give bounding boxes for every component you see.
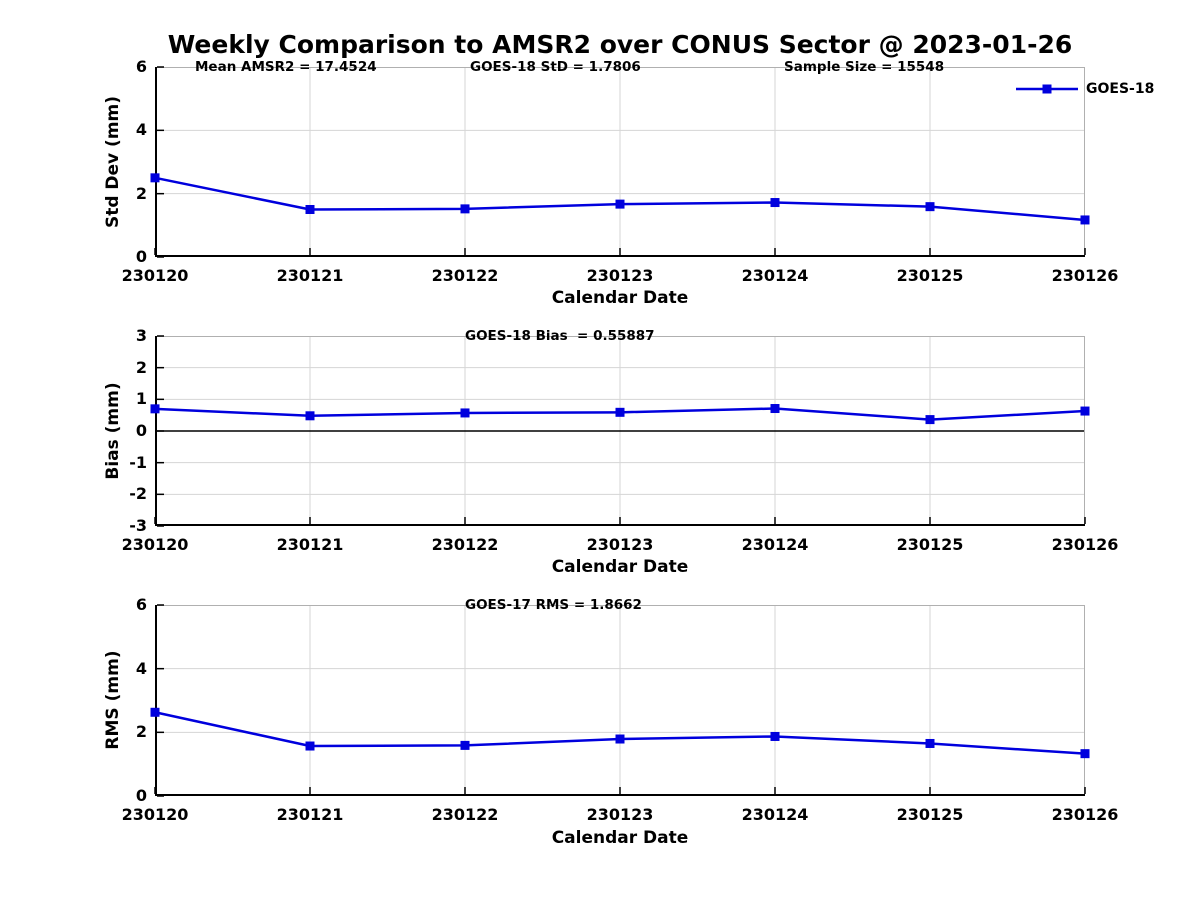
x-tick-label: 230120 bbox=[121, 535, 189, 554]
y-tick-label: -3 bbox=[129, 516, 147, 535]
x-tick-label: 230126 bbox=[1051, 805, 1119, 824]
annotation-sample-size: Sample Size = 15548 bbox=[784, 59, 945, 75]
data-point-marker bbox=[1080, 215, 1090, 225]
x-tick-label: 230124 bbox=[741, 535, 809, 554]
data-point-marker bbox=[1080, 749, 1090, 759]
bias-plot-area bbox=[150, 335, 1090, 527]
data-point-marker bbox=[150, 404, 160, 414]
x-tick-label: 230122 bbox=[431, 535, 499, 554]
data-point-marker bbox=[460, 204, 470, 214]
x-tick-label: 230124 bbox=[741, 805, 809, 824]
rms-plot-area bbox=[150, 604, 1090, 797]
rms-x-axis-label: Calendar Date bbox=[551, 828, 689, 848]
data-point-marker bbox=[1080, 406, 1090, 416]
data-point-marker bbox=[615, 734, 625, 744]
data-point-marker bbox=[615, 199, 625, 209]
x-tick-label: 230126 bbox=[1051, 535, 1119, 554]
annotation-goes18-std: GOES-18 StD = 1.7806 bbox=[470, 59, 641, 75]
figure-title: Weekly Comparison to AMSR2 over CONUS Se… bbox=[167, 30, 1073, 59]
y-tick-label: 2 bbox=[135, 357, 147, 377]
x-tick-label: 230123 bbox=[586, 266, 654, 285]
x-tick-label: 230125 bbox=[896, 535, 964, 554]
y-tick-label: 4 bbox=[135, 120, 147, 140]
x-tick-label: 230122 bbox=[431, 266, 499, 285]
std-dev-x-axis-label: Calendar Date bbox=[551, 288, 689, 308]
annotation-goes18-bias: GOES-18 Bias = 0.55887 bbox=[465, 328, 655, 344]
y-tick-label: 0 bbox=[135, 247, 147, 266]
x-tick-label: 230125 bbox=[896, 266, 964, 285]
x-tick-label: 230124 bbox=[741, 266, 809, 285]
y-tick-label: -1 bbox=[129, 452, 147, 472]
y-tick-label: 0 bbox=[135, 421, 147, 440]
data-point-marker bbox=[925, 415, 935, 425]
std-dev-plot-area bbox=[150, 66, 1090, 258]
y-tick-label: 4 bbox=[135, 658, 147, 678]
data-point-marker bbox=[460, 408, 470, 418]
annotation-mean-amsr2: Mean AMSR2 = 17.4524 bbox=[195, 59, 377, 75]
y-tick-label: -2 bbox=[129, 484, 147, 504]
x-tick-label: 230122 bbox=[431, 805, 499, 824]
x-tick-label: 230121 bbox=[276, 535, 344, 554]
x-tick-label: 230123 bbox=[586, 535, 654, 554]
y-tick-label: 6 bbox=[135, 595, 147, 614]
data-point-marker bbox=[925, 738, 935, 748]
data-point-marker bbox=[305, 205, 315, 214]
annotation-goes17-rms: GOES-17 RMS = 1.8662 bbox=[465, 597, 642, 613]
y-tick-label: 2 bbox=[135, 722, 147, 742]
data-point-marker bbox=[770, 198, 780, 208]
x-tick-label: 230120 bbox=[121, 805, 189, 824]
x-tick-label: 230125 bbox=[896, 805, 964, 824]
data-point-marker bbox=[305, 411, 315, 421]
data-point-marker bbox=[460, 740, 470, 750]
data-point-marker bbox=[615, 407, 625, 417]
legend: GOES-18 bbox=[1016, 80, 1154, 98]
y-tick-label: 6 bbox=[135, 57, 147, 76]
data-point-marker bbox=[150, 707, 160, 717]
data-point-marker bbox=[770, 404, 780, 414]
data-point-marker bbox=[150, 173, 160, 183]
y-tick-label: 3 bbox=[135, 326, 147, 345]
data-point-marker bbox=[305, 741, 315, 751]
x-tick-label: 230120 bbox=[121, 266, 189, 285]
y-tick-label: 2 bbox=[135, 183, 147, 203]
legend-line-sample-icon bbox=[1016, 84, 1078, 94]
std-dev-y-axis-label: Std Dev (mm) bbox=[103, 95, 123, 229]
data-point-marker bbox=[770, 731, 780, 741]
y-tick-label: 0 bbox=[135, 786, 147, 805]
bias-x-axis-label: Calendar Date bbox=[551, 557, 689, 577]
x-tick-label: 230121 bbox=[276, 805, 344, 824]
x-tick-label: 230121 bbox=[276, 266, 344, 285]
x-tick-label: 230126 bbox=[1051, 266, 1119, 285]
legend-label: GOES-18 bbox=[1086, 81, 1155, 97]
data-point-marker bbox=[925, 202, 935, 212]
x-tick-label: 230123 bbox=[586, 805, 654, 824]
y-tick-label: 1 bbox=[135, 389, 147, 409]
